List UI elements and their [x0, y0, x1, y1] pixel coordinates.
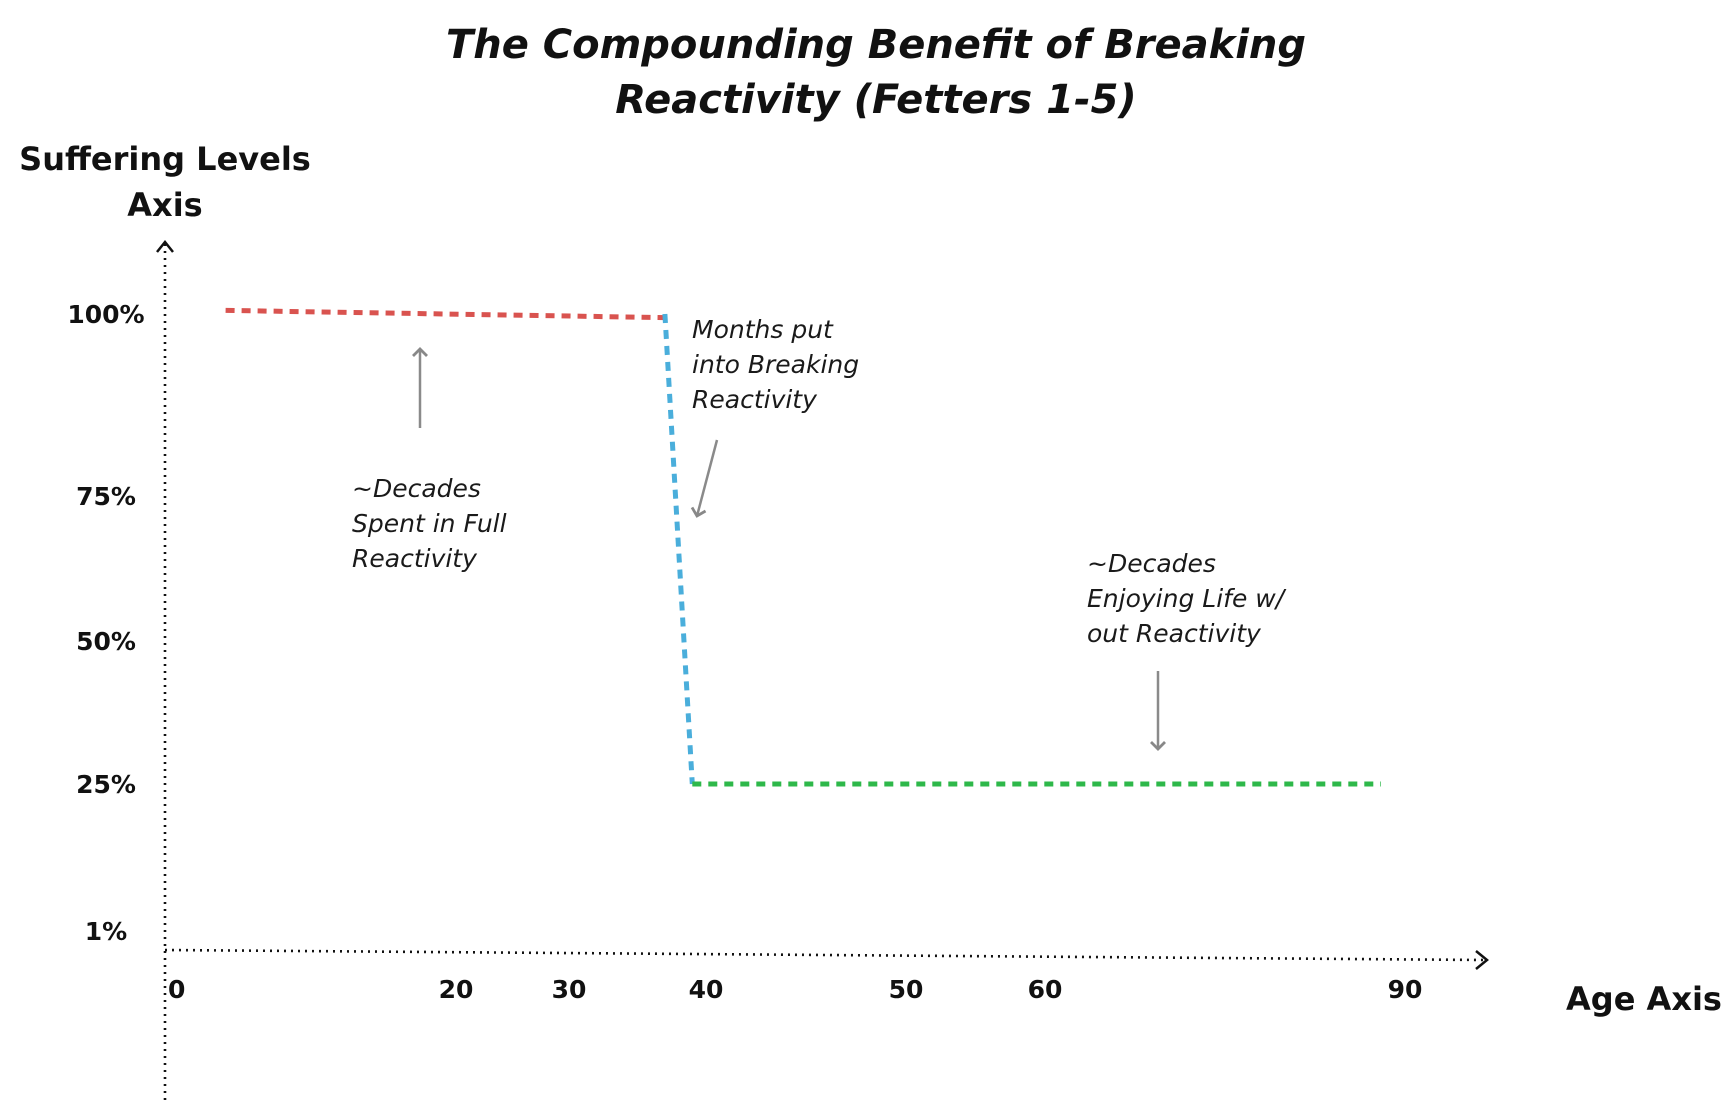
x-axis-line [164, 948, 1485, 962]
annotation-2-line-2: into Breaking [692, 350, 859, 379]
chart-title-line-1: The Compounding Benefit of Breaking [446, 22, 1306, 68]
x-tick-label: 60 [1028, 975, 1063, 1004]
annotation-3-line-2: Enjoying Life w/ [1087, 584, 1287, 613]
y-axis-arrowhead [156, 239, 174, 253]
x-axis-arrowhead [1475, 950, 1489, 970]
series-lines [225, 307, 1381, 787]
x-tick-label: 0 [168, 975, 185, 1004]
y-tick-label: 25% [76, 770, 136, 799]
y-axis-title-line-1: Suffering Levels [19, 140, 311, 178]
annotation-2-line-3: Reactivity [692, 385, 818, 414]
annotation-2-arrow [690, 439, 719, 518]
y-axis-title-line-2: Axis [127, 186, 202, 224]
x-tick-label: 40 [689, 975, 724, 1004]
y-tick-label: 75% [76, 482, 136, 511]
x-tick-label: 90 [1388, 975, 1423, 1004]
x-axis [164, 948, 1489, 970]
x-tick-label: 30 [552, 975, 587, 1004]
x-tick-label: 20 [439, 975, 474, 1004]
annotation-3-line-3: out Reactivity [1087, 619, 1262, 648]
series-line-1 [225, 307, 665, 321]
y-axis [156, 239, 174, 1100]
x-tick-label: 50 [889, 975, 924, 1004]
annotation-1-line-2: Spent in Full [352, 509, 507, 538]
x-axis-title: Age Axis [1566, 980, 1722, 1018]
annotation-2-line-1: Months put [692, 315, 834, 344]
y-tick-label: 100% [67, 300, 144, 329]
chart-title-line-2: Reactivity (Fetters 1-5) [615, 77, 1136, 123]
x-tick-labels: 0 20 30 40 50 60 90 [168, 975, 1422, 1004]
series-line-2 [662, 313, 695, 785]
annotation-1-line-1: ~Decades [352, 474, 481, 503]
y-tick-label: 1% [85, 917, 127, 946]
y-tick-labels: 1% 25% 50% 75% 100% [67, 300, 144, 946]
y-tick-label: 50% [76, 627, 136, 656]
annotations: ~Decades Spent in Full Reactivity Months pu… [352, 315, 1287, 751]
annotation-1-line-3: Reactivity [352, 544, 478, 573]
annotation-3-line-1: ~Decades [1087, 549, 1216, 578]
